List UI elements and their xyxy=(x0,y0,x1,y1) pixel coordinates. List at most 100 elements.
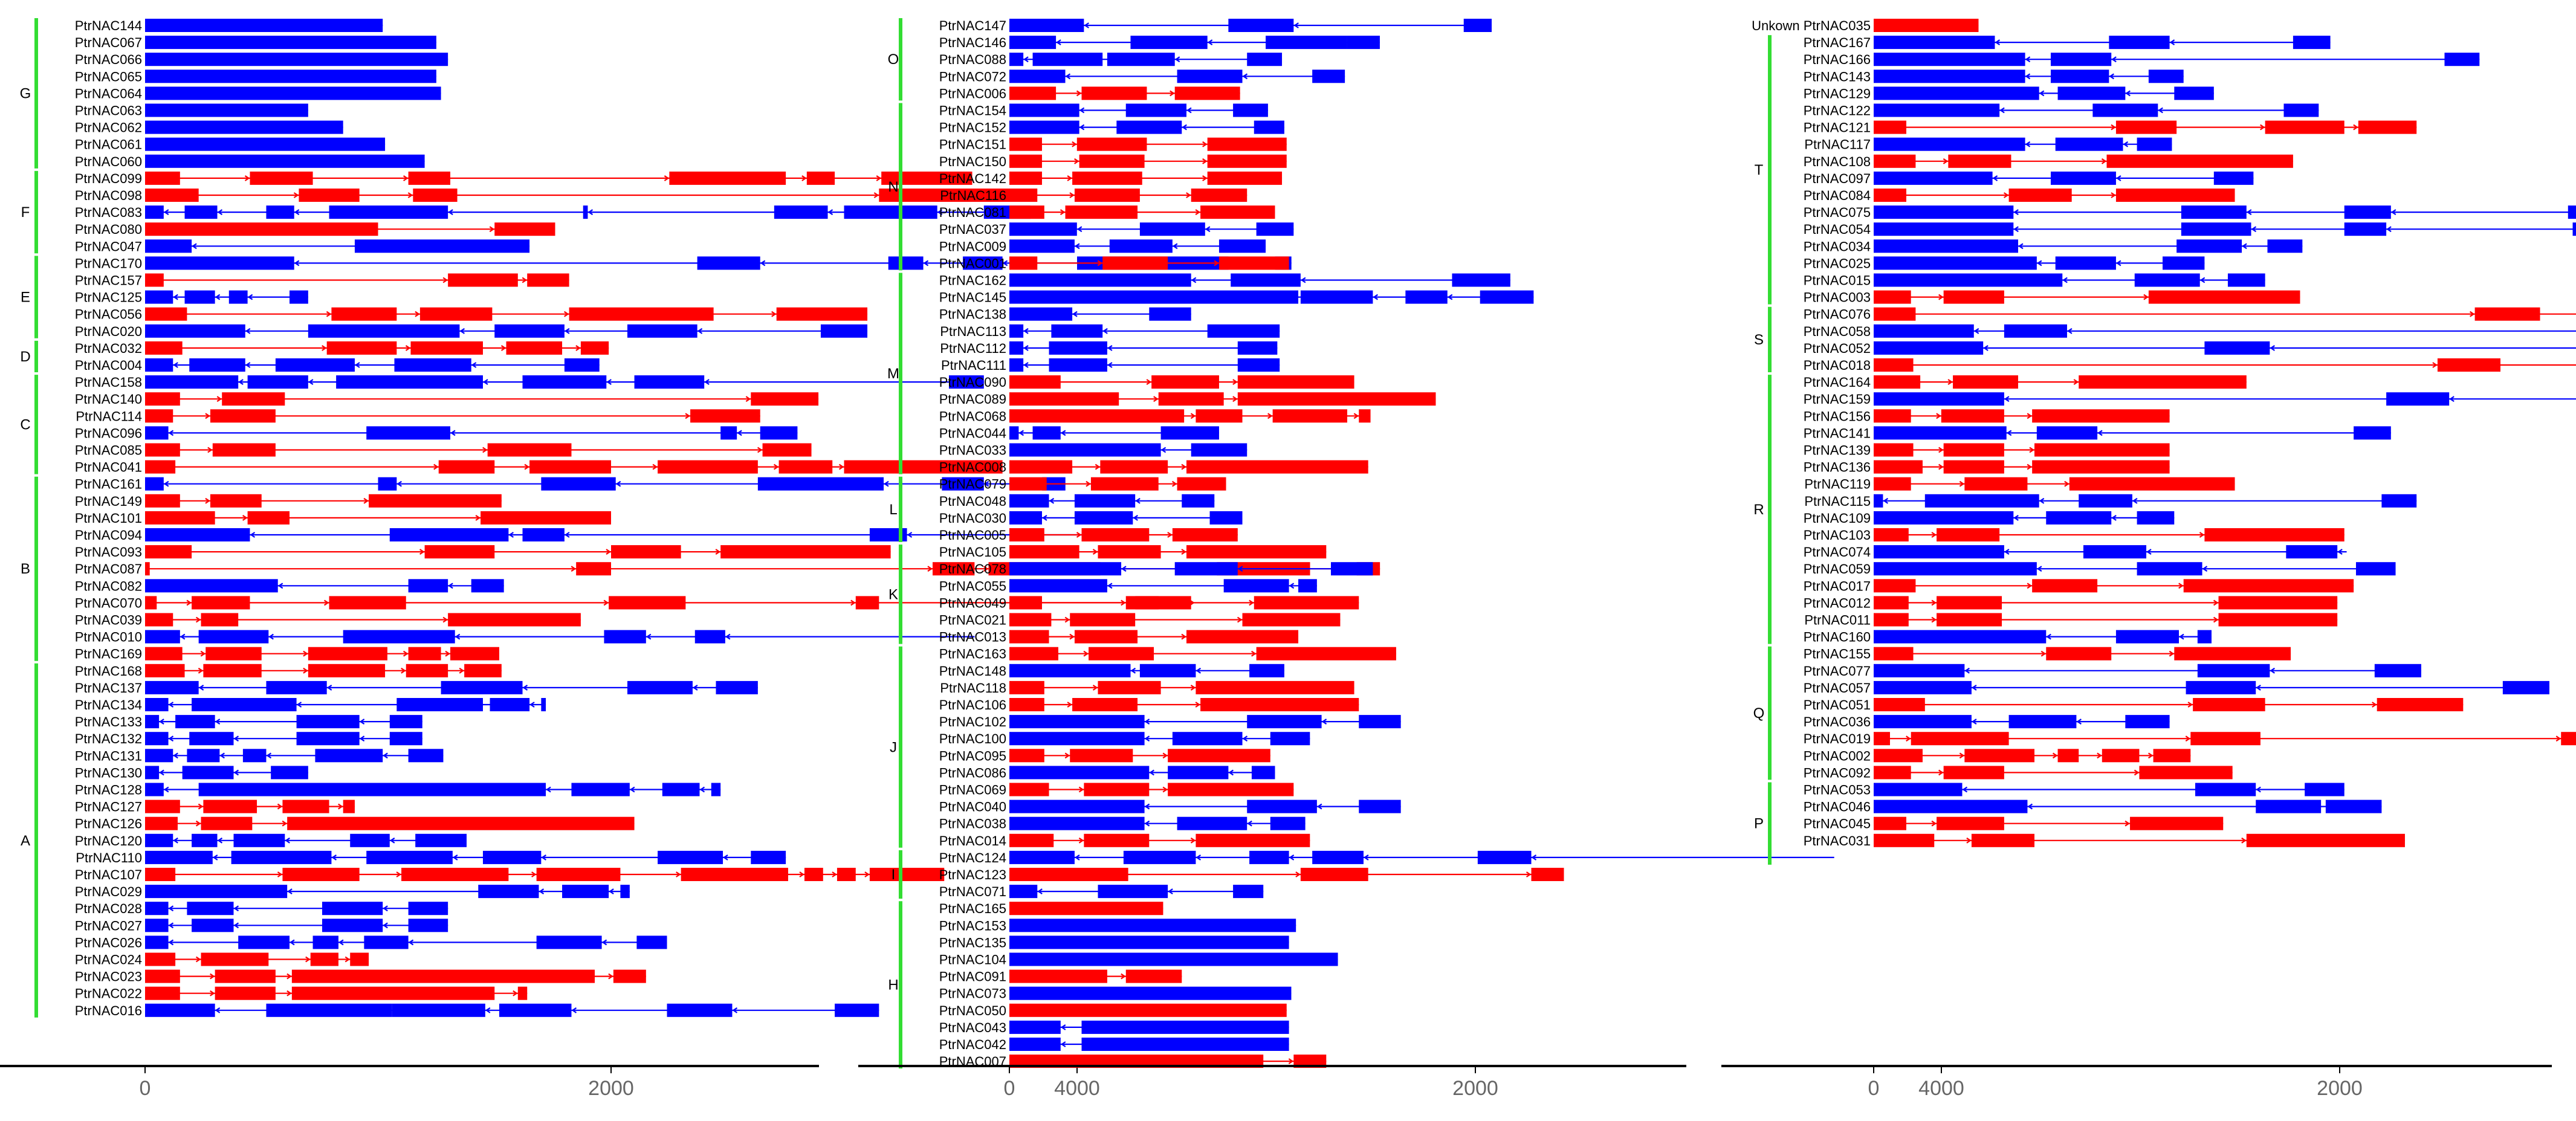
gene-label: PtrNAC144 xyxy=(75,18,142,33)
direction-arrow xyxy=(1202,141,1208,147)
exon-box xyxy=(1074,630,1138,644)
gene-row: PtrNAC052 xyxy=(1804,341,2576,356)
gene-label: PtrNAC082 xyxy=(75,578,142,593)
exon-box xyxy=(2186,680,2256,694)
exon-box xyxy=(1937,596,2002,610)
direction-arrow xyxy=(1962,786,1968,793)
exon-box xyxy=(837,868,856,881)
gene-label: PtrNAC131 xyxy=(75,748,142,763)
exon-box xyxy=(1009,986,1292,1000)
exon-box xyxy=(536,868,621,881)
subfamily-label: G xyxy=(20,85,31,102)
direction-arrow xyxy=(2109,73,2114,80)
gene-label: PtrNAC068 xyxy=(939,409,1006,424)
gene-label: PtrNAC036 xyxy=(1804,714,1871,729)
direction-arrow xyxy=(207,447,213,453)
exon-box xyxy=(1874,171,1993,185)
gene-row: PtrNAC091 xyxy=(939,969,1182,984)
exon-box xyxy=(238,935,290,949)
exon-box xyxy=(1233,885,1264,899)
exon-box xyxy=(312,935,338,949)
direction-arrow xyxy=(2469,311,2475,317)
gene-row: PtrNAC008 xyxy=(939,460,1368,475)
direction-arrow xyxy=(2187,702,2193,708)
gene-row: PtrNAC109 xyxy=(1804,511,2175,526)
subfamily-label: N xyxy=(888,179,898,195)
exon-box xyxy=(948,375,984,389)
gene-label: PtrNAC124 xyxy=(939,850,1006,865)
exon-box xyxy=(247,375,308,389)
exon-box xyxy=(1247,53,1283,66)
exon-box xyxy=(308,324,460,338)
direction-arrow xyxy=(1072,141,1077,147)
direction-arrow xyxy=(1067,175,1073,181)
exon-box xyxy=(1009,171,1042,185)
direction-arrow xyxy=(322,344,327,351)
gene-label: PtrNAC117 xyxy=(1804,137,1871,152)
exon-box xyxy=(2106,154,2293,168)
gene-label: PtrNAC146 xyxy=(939,35,1006,50)
exon-box xyxy=(1009,103,1079,117)
gene-label: PtrNAC088 xyxy=(939,52,1006,67)
direction-arrow xyxy=(723,854,728,861)
direction-arrow xyxy=(2270,667,2275,674)
exon-box xyxy=(1009,426,1019,440)
direction-arrow xyxy=(482,447,488,453)
direction-arrow xyxy=(2143,294,2149,300)
gene-row: PtrNAC103 xyxy=(1804,528,2345,543)
x-tick-label: 4000 xyxy=(1918,1077,1964,1100)
direction-arrow xyxy=(415,311,420,317)
gene-row: PtrNAC128 xyxy=(75,783,721,798)
gene-label: PtrNAC081 xyxy=(939,205,1006,220)
gene-label: PtrNAC148 xyxy=(939,664,1006,679)
exon-box xyxy=(1911,732,2009,746)
gene-row: PtrNAC147 xyxy=(939,18,1492,33)
direction-arrow xyxy=(608,973,613,980)
direction-arrow xyxy=(2027,413,2033,419)
exon-box xyxy=(2004,324,2067,338)
direction-arrow xyxy=(168,702,174,708)
exon-box xyxy=(1074,511,1133,525)
direction-arrow xyxy=(1202,175,1208,181)
exon-box xyxy=(2218,613,2338,627)
exon-box xyxy=(145,1003,215,1017)
gene-row: PtrNAC090 xyxy=(939,375,1354,390)
gene-row: PtrNAC054 xyxy=(1804,222,2576,237)
direction-arrow xyxy=(2202,566,2208,572)
exon-box xyxy=(1874,664,1965,677)
gene-label: PtrNAC099 xyxy=(75,171,142,186)
gene-label: PtrNAC089 xyxy=(939,392,1006,407)
direction-arrow xyxy=(294,260,300,267)
gene-label: PtrNAC143 xyxy=(1804,69,1871,84)
direction-arrow xyxy=(455,633,461,640)
direction-arrow xyxy=(168,922,174,929)
exon-box xyxy=(1477,850,1532,864)
gene-label: PtrNAC166 xyxy=(1804,52,1871,67)
exon-box xyxy=(1937,613,2002,627)
exon-box xyxy=(942,477,984,491)
direction-arrow xyxy=(1295,871,1301,877)
gene-label: PtrNAC133 xyxy=(75,714,142,729)
exon-box xyxy=(522,528,565,541)
exon-box xyxy=(296,732,360,746)
subfamily-label: D xyxy=(20,349,30,365)
direction-arrow xyxy=(927,566,933,572)
exon-box xyxy=(1359,715,1401,729)
exon-box xyxy=(1009,783,1049,796)
exon-box xyxy=(1953,375,2019,389)
direction-arrow xyxy=(799,871,804,877)
gene-label: PtrNAC002 xyxy=(1804,748,1871,763)
exon-box xyxy=(2050,69,2109,83)
direction-arrow xyxy=(210,973,215,980)
gene-label: PtrNAC109 xyxy=(1804,511,1871,526)
direction-arrow xyxy=(513,990,518,997)
direction-arrow xyxy=(2270,344,2275,351)
exon-box xyxy=(1186,545,1327,559)
direction-arrow xyxy=(937,209,943,216)
gene-label: PtrNAC152 xyxy=(939,120,1006,135)
exon-box xyxy=(201,952,269,966)
direction-arrow xyxy=(827,209,833,216)
exon-box xyxy=(2286,545,2338,559)
gene-label: PtrNAC168 xyxy=(75,664,142,679)
exon-box xyxy=(326,341,397,355)
